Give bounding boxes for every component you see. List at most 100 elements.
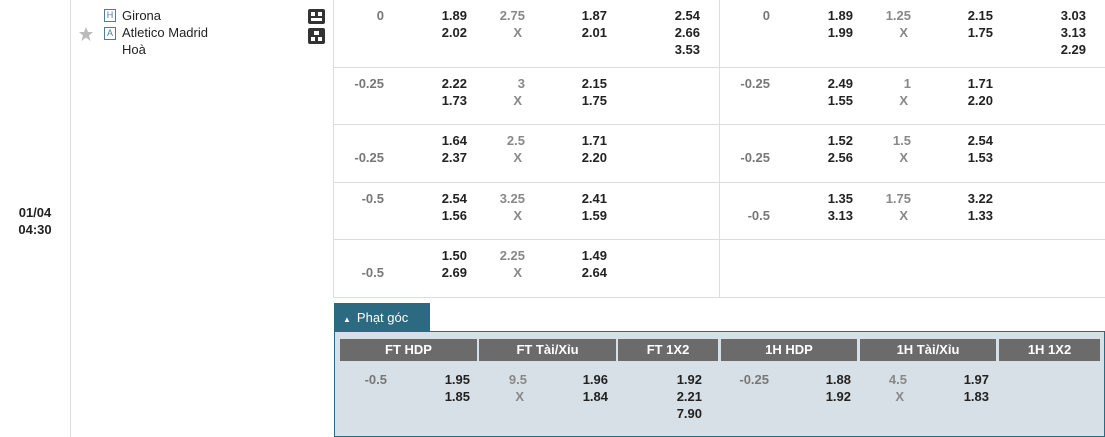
1x2-odds: 2.54 xyxy=(674,8,700,23)
total-odds: 2.20 xyxy=(581,150,607,165)
handicap-odds: 1.95 xyxy=(444,372,470,387)
total-line: 2.25 xyxy=(499,248,525,263)
total-odds: 2.41 xyxy=(581,191,607,206)
total-odds: 1.75 xyxy=(581,93,607,108)
total-odds: 2.64 xyxy=(581,265,607,280)
row-divider xyxy=(333,297,1105,298)
total-line: 3 xyxy=(517,76,525,91)
total-line: 2.75 xyxy=(499,8,525,23)
kickoff: 01/04 04:30 xyxy=(0,204,70,238)
total-odds: 1.96 xyxy=(582,372,608,387)
total-x: X xyxy=(513,25,522,40)
handicap-odds: 1.99 xyxy=(827,25,853,40)
handicap-odds: 2.49 xyxy=(827,76,853,91)
total-odds: 2.01 xyxy=(581,25,607,40)
match-icons[interactable] xyxy=(307,8,326,45)
away-team[interactable]: Atletico Madrid xyxy=(122,25,208,40)
total-odds: 2.54 xyxy=(967,133,993,148)
total-x: X xyxy=(899,150,908,165)
total-odds: 1.83 xyxy=(963,389,989,404)
handicap-line: -0.5 xyxy=(361,191,384,206)
handicap-odds: 3.13 xyxy=(827,208,853,223)
total-odds: 1.59 xyxy=(581,208,607,223)
total-line: 2.5 xyxy=(506,133,525,148)
handicap-odds: 1.88 xyxy=(825,372,851,387)
handicap-odds: 1.85 xyxy=(444,389,470,404)
total-x: X xyxy=(899,25,908,40)
handicap-line: 0 xyxy=(762,8,770,23)
total-odds: 1.53 xyxy=(967,150,993,165)
row-divider xyxy=(333,67,1105,68)
total-x: X xyxy=(513,265,522,280)
handicap-line: -0.5 xyxy=(747,208,770,223)
column-header: FT 1X2 xyxy=(618,339,718,361)
handicap-odds: 2.22 xyxy=(441,76,467,91)
tab-label: Phạt góc xyxy=(356,310,409,325)
handicap-odds: 1.92 xyxy=(825,389,851,404)
handicap-line: -0.5 xyxy=(364,372,387,387)
1x2-odds: 3.13 xyxy=(1060,25,1086,40)
total-odds: 1.71 xyxy=(581,133,607,148)
handicap-odds: 2.56 xyxy=(827,150,853,165)
total-x: X xyxy=(513,150,522,165)
away-badge: A xyxy=(104,27,116,40)
corner-tab[interactable]: ▲ Phạt góc xyxy=(334,303,430,332)
handicap-line: -0.25 xyxy=(739,372,769,387)
handicap-odds: 1.73 xyxy=(441,93,467,108)
total-odds: 1.97 xyxy=(963,372,989,387)
total-odds: 3.22 xyxy=(967,191,993,206)
handicap-odds: 2.37 xyxy=(441,150,467,165)
handicap-line: 0 xyxy=(376,8,384,23)
1x2-odds: 1.92 xyxy=(676,372,702,387)
divider xyxy=(719,0,720,297)
total-x: X xyxy=(895,389,904,404)
total-x: X xyxy=(513,93,522,108)
handicap-odds: 1.56 xyxy=(441,208,467,223)
total-odds: 1.84 xyxy=(582,389,608,404)
home-team[interactable]: Girona xyxy=(122,8,162,23)
total-odds: 2.20 xyxy=(967,93,993,108)
total-line: 3.25 xyxy=(499,191,525,206)
handicap-odds: 2.69 xyxy=(441,265,467,280)
favorite-star[interactable] xyxy=(78,26,94,42)
total-line: 1 xyxy=(903,76,911,91)
1x2-odds: 2.21 xyxy=(676,389,702,404)
total-x: X xyxy=(513,208,522,223)
column-header: 1H 1X2 xyxy=(999,339,1100,361)
handicap-odds: 1.50 xyxy=(441,248,467,263)
1x2-odds: 2.66 xyxy=(674,25,700,40)
column-header: 1H HDP xyxy=(721,339,857,361)
date: 01/04 xyxy=(18,205,52,220)
1x2-odds: 2.29 xyxy=(1060,42,1086,57)
column-header: FT HDP xyxy=(340,339,477,361)
handicap-odds: 1.52 xyxy=(827,133,853,148)
total-odds: 1.87 xyxy=(581,8,607,23)
total-odds: 1.33 xyxy=(967,208,993,223)
handicap-odds: 1.89 xyxy=(441,8,467,23)
handicap-line: -0.5 xyxy=(361,265,384,280)
row-divider xyxy=(333,182,1105,183)
row-divider xyxy=(333,124,1105,125)
1x2-odds: 3.03 xyxy=(1060,8,1086,23)
handicap-line: -0.25 xyxy=(740,76,770,91)
handicap-line: -0.25 xyxy=(354,76,384,91)
handicap-odds: 1.89 xyxy=(827,8,853,23)
total-odds: 2.15 xyxy=(967,8,993,23)
total-odds: 1.49 xyxy=(581,248,607,263)
1x2-odds: 3.53 xyxy=(674,42,700,57)
time: 04:30 xyxy=(18,222,52,237)
total-line: 1.25 xyxy=(885,8,911,23)
draw-label: Hoà xyxy=(122,42,146,57)
total-x: X xyxy=(899,208,908,223)
1x2-odds: 7.90 xyxy=(676,406,702,421)
total-odds: 1.75 xyxy=(967,25,993,40)
divider xyxy=(333,0,334,297)
row-divider xyxy=(333,239,1105,240)
handicap-odds: 1.55 xyxy=(827,93,853,108)
handicap-line: -0.25 xyxy=(740,150,770,165)
handicap-odds: 1.35 xyxy=(827,191,853,206)
handicap-odds: 2.54 xyxy=(441,191,467,206)
total-line: 1.5 xyxy=(892,133,911,148)
total-line: 9.5 xyxy=(508,372,527,387)
